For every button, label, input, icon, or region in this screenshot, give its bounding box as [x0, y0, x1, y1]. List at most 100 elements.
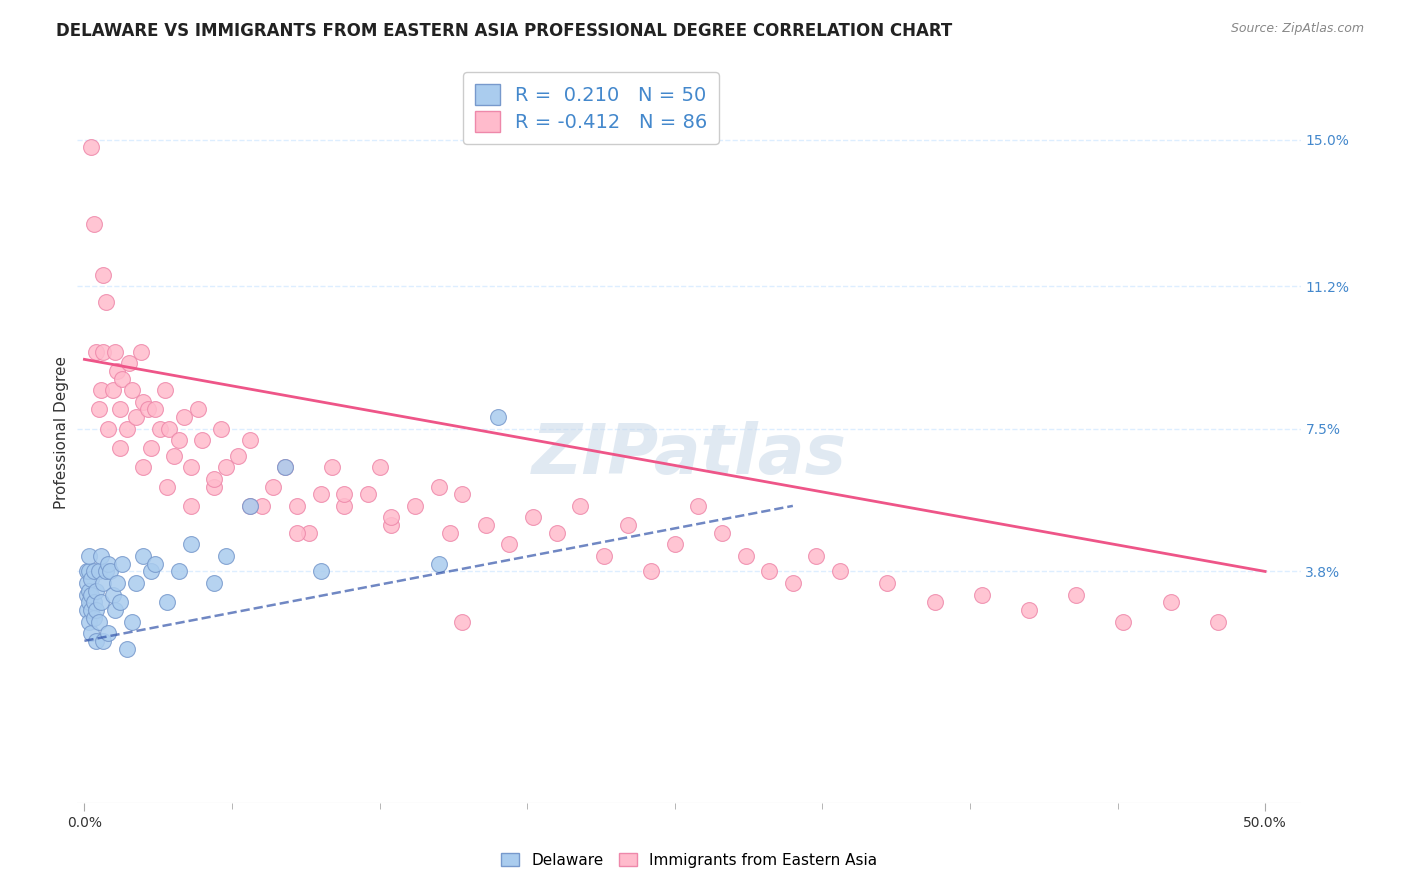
Point	[202, 480, 225, 494]
Point	[84, 633, 107, 648]
Point	[76, 588, 98, 602]
Point	[87, 402, 110, 417]
Point	[104, 344, 127, 359]
Point	[180, 537, 202, 551]
Point	[97, 557, 120, 571]
Point	[167, 565, 190, 579]
Point	[173, 410, 195, 425]
Point	[83, 218, 105, 232]
Point	[118, 356, 141, 370]
Point	[321, 460, 343, 475]
Point	[758, 565, 780, 579]
Point	[202, 472, 225, 486]
Point	[100, 565, 122, 579]
Point	[77, 583, 100, 598]
Point	[132, 460, 155, 475]
Point	[91, 344, 114, 359]
Point	[368, 460, 391, 475]
Text: DELAWARE VS IMMIGRANTS FROM EASTERN ASIA PROFESSIONAL DEGREE CORRELATION CHART: DELAWARE VS IMMIGRANTS FROM EASTERN ASIA…	[56, 22, 952, 40]
Point	[94, 294, 117, 309]
Point	[143, 402, 166, 417]
Point	[616, 518, 638, 533]
Point	[76, 576, 98, 591]
Point	[80, 603, 103, 617]
Point	[187, 402, 209, 417]
Point	[970, 588, 993, 602]
Point	[108, 595, 131, 609]
Text: Source: ZipAtlas.com: Source: ZipAtlas.com	[1230, 22, 1364, 36]
Point	[121, 615, 143, 629]
Point	[357, 487, 380, 501]
Point	[83, 595, 105, 609]
Point	[77, 615, 100, 629]
Point	[143, 557, 166, 571]
Point	[159, 422, 181, 436]
Point	[202, 576, 225, 591]
Point	[226, 449, 249, 463]
Point	[1018, 603, 1040, 617]
Point	[139, 441, 162, 455]
Point	[76, 565, 98, 579]
Point	[250, 499, 273, 513]
Point	[1206, 615, 1229, 629]
Point	[239, 499, 262, 513]
Point	[129, 344, 152, 359]
Point	[132, 394, 155, 409]
Point	[828, 565, 851, 579]
Point	[309, 565, 332, 579]
Text: ZIPatlas: ZIPatlas	[531, 421, 846, 488]
Point	[522, 510, 544, 524]
Point	[593, 549, 616, 563]
Point	[285, 525, 308, 540]
Point	[97, 422, 120, 436]
Point	[239, 434, 262, 448]
Point	[333, 487, 356, 501]
Point	[498, 537, 520, 551]
Point	[91, 633, 114, 648]
Point	[215, 549, 238, 563]
Point	[125, 410, 148, 425]
Point	[80, 572, 103, 586]
Point	[333, 499, 356, 513]
Point	[90, 595, 112, 609]
Point	[427, 480, 450, 494]
Point	[215, 460, 238, 475]
Point	[439, 525, 461, 540]
Legend: Delaware, Immigrants from Eastern Asia: Delaware, Immigrants from Eastern Asia	[494, 845, 884, 875]
Point	[262, 480, 284, 494]
Point	[688, 499, 710, 513]
Point	[97, 626, 120, 640]
Point	[121, 383, 143, 397]
Point	[1160, 595, 1182, 609]
Point	[107, 576, 129, 591]
Point	[298, 525, 321, 540]
Point	[180, 460, 202, 475]
Point	[77, 549, 100, 563]
Point	[475, 518, 498, 533]
Point	[136, 402, 159, 417]
Point	[782, 576, 804, 591]
Point	[156, 595, 179, 609]
Point	[711, 525, 734, 540]
Point	[111, 371, 134, 385]
Point	[285, 499, 308, 513]
Point	[84, 583, 107, 598]
Point	[77, 595, 100, 609]
Point	[94, 565, 117, 579]
Point	[1112, 615, 1135, 629]
Point	[84, 344, 107, 359]
Point	[111, 557, 134, 571]
Legend: R =  0.210   N = 50, R = -0.412   N = 86: R = 0.210 N = 50, R = -0.412 N = 86	[463, 72, 720, 144]
Point	[734, 549, 756, 563]
Point	[87, 615, 110, 629]
Point	[77, 565, 100, 579]
Point	[90, 383, 112, 397]
Point	[80, 588, 103, 602]
Point	[156, 480, 179, 494]
Point	[107, 364, 129, 378]
Point	[1064, 588, 1087, 602]
Point	[108, 441, 131, 455]
Point	[115, 641, 138, 656]
Point	[90, 549, 112, 563]
Point	[80, 140, 103, 154]
